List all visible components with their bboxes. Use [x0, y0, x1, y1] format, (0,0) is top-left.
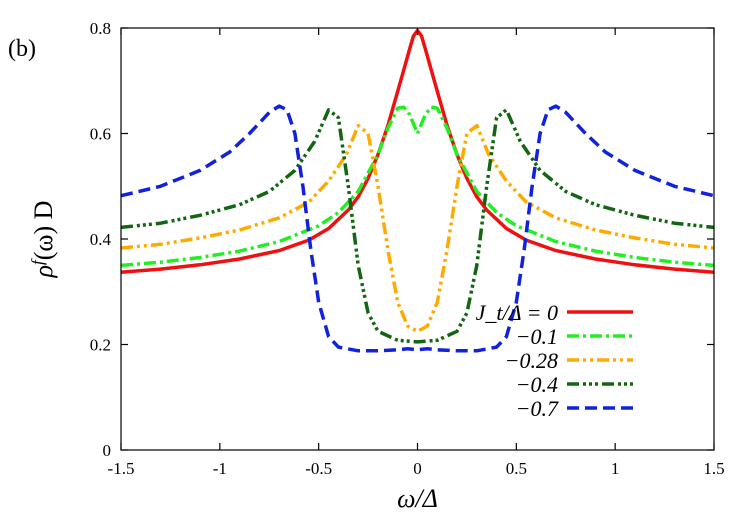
y-axis-label-rho: ρ	[29, 265, 58, 278]
x-tick-label: -1	[213, 459, 227, 478]
series-line-4	[120, 108, 715, 344]
y-axis-label: ρf(ω) D	[28, 201, 59, 279]
y-axis-label-rest: (ω) D	[29, 201, 58, 261]
series-curves	[120, 28, 715, 353]
tick-labels: -1.5 -1 -0.5 0 0.5 1 1.5 0 0.2 0.4 0.6 0.8	[90, 19, 725, 478]
y-tick-label: 0	[103, 441, 112, 460]
x-tick-label: -0.5	[305, 459, 332, 478]
series-line-1	[120, 28, 715, 274]
x-tick-label: 0.5	[506, 459, 527, 478]
legend-label-1: J_t/Δ = 0	[476, 300, 558, 325]
legend-label-2: −0.1	[516, 324, 558, 349]
y-tick-label: 0.6	[90, 125, 111, 144]
series-line-2	[120, 105, 715, 268]
series-line-3	[120, 123, 715, 334]
axis-ticks	[120, 27, 715, 451]
plot-frame	[120, 27, 715, 451]
x-tick-label: 1	[611, 459, 620, 478]
x-tick-label: 0	[413, 459, 422, 478]
legend-label-5: −0.7	[516, 396, 559, 421]
y-tick-label: 0.2	[90, 336, 111, 355]
panel-label: (b)	[8, 36, 36, 62]
x-axis-label: ω/Δ	[397, 484, 438, 513]
y-tick-label: 0.8	[90, 19, 111, 38]
legend-label-4: −0.4	[516, 372, 558, 397]
y-tick-label: 0.4	[90, 230, 112, 249]
x-tick-label: 1.5	[703, 459, 724, 478]
legend: J_t/Δ = 0−0.1−0.28−0.4−0.7	[476, 300, 633, 421]
series-line-5	[120, 104, 715, 353]
y-axis-label-sup: f	[28, 258, 47, 265]
x-tick-label: -1.5	[108, 459, 135, 478]
legend-label-3: −0.28	[505, 348, 558, 373]
